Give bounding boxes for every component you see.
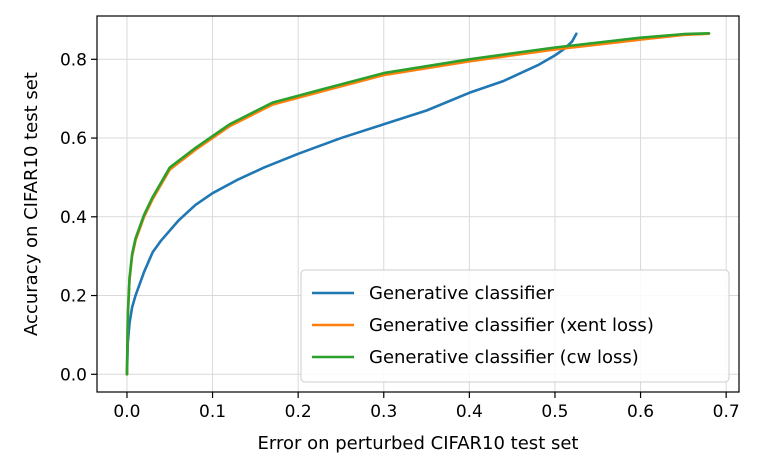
- x-tick-label: 0.7: [713, 402, 740, 422]
- y-tick-label: 0.8: [60, 50, 87, 70]
- series-layer: [125, 32, 711, 376]
- series-line-3: [125, 32, 711, 376]
- x-tick-label: 0.6: [627, 402, 654, 422]
- legend-label: Generative classifier: [369, 283, 555, 304]
- x-tick-label: 0.5: [541, 402, 568, 422]
- ticks: 0.0 0.1 0.2 0.3 0.4 0.5 0.6 0.7 0.0 0.2 0.4 0.6 0.8: [60, 50, 740, 422]
- y-tick-label: 0.4: [60, 208, 87, 228]
- x-tick-label: 0.4: [456, 402, 483, 422]
- legend: Generative classifier Generative classifi…: [300, 269, 730, 383]
- x-tick-label: 0.1: [199, 402, 226, 422]
- x-tick-label: 0.3: [370, 402, 397, 422]
- legend-label: Generative classifier (xent loss): [369, 315, 654, 336]
- x-tick-label: 0.2: [285, 402, 312, 422]
- x-axis-label: Error on perturbed CIFAR10 test set: [258, 433, 579, 454]
- y-axis-label: Accuracy on CIFAR10 test set: [21, 72, 42, 336]
- legend-label: Generative classifier (cw loss): [369, 347, 639, 368]
- y-tick-label: 0.0: [60, 365, 87, 385]
- y-tick-label: 0.2: [60, 287, 87, 307]
- legend-box: [300, 269, 730, 383]
- series-line-1: [125, 32, 578, 376]
- plot-frame: [96, 15, 740, 393]
- x-tick-label: 0.0: [113, 402, 140, 422]
- y-tick-label: 0.6: [60, 129, 87, 149]
